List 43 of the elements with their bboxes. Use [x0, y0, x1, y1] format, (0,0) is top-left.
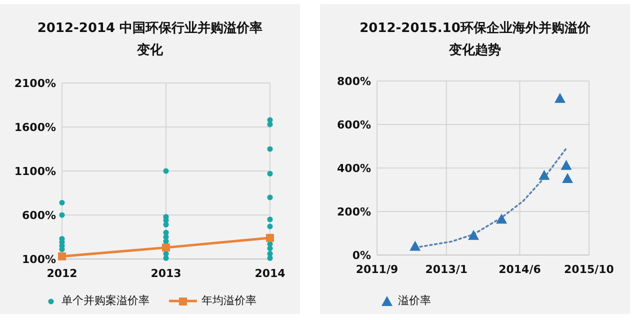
x-tick-label: 2012	[46, 267, 78, 280]
chart-title: 2012-2015.10环保企业海外并购溢价变化趋势	[358, 20, 592, 60]
point	[162, 244, 170, 252]
point	[538, 170, 550, 180]
point	[562, 172, 574, 183]
point	[267, 194, 273, 200]
point	[267, 216, 273, 222]
point	[267, 122, 273, 128]
point	[163, 168, 169, 174]
x-tick-label: 2014	[254, 267, 286, 280]
point	[267, 224, 273, 230]
y-tick-label: 100%	[22, 253, 56, 266]
x-tick-label: 2011/9	[356, 263, 398, 276]
y-tick-label: 200%	[337, 206, 371, 218]
y-tick-label: 600%	[337, 118, 371, 132]
x-tick-label: 2013	[150, 267, 182, 280]
x-tick-label: 2013/1	[425, 263, 468, 276]
point	[468, 230, 480, 240]
point	[554, 92, 566, 103]
point	[163, 238, 169, 244]
y-tick-label: 400%	[337, 162, 371, 175]
y-tick-label: 800%	[337, 75, 371, 88]
x-tick-label: 2015/10	[564, 263, 614, 276]
legend-label: 溢价率	[398, 293, 431, 308]
point	[496, 214, 508, 224]
y-tick-label: 0%	[352, 249, 371, 262]
y-tick-label: 600%	[22, 209, 56, 222]
x-tick-label: 2014/6	[498, 263, 542, 276]
point	[267, 170, 273, 176]
point	[267, 246, 273, 252]
legend-label: 单个并购案溢价率	[62, 293, 150, 308]
y-tick-label: 1600%	[14, 121, 56, 134]
point	[58, 252, 66, 260]
point	[267, 146, 273, 152]
point	[59, 200, 65, 206]
point	[59, 212, 65, 218]
point	[410, 240, 421, 251]
legend-label: 年均溢价率	[202, 293, 256, 308]
y-tick-label: 1100%	[14, 165, 56, 178]
point	[560, 160, 572, 170]
point	[266, 234, 274, 242]
y-tick-label: 2100%	[14, 77, 56, 90]
chart-title: 2012-2014 中国环保行业并购溢价率变化	[36, 20, 264, 60]
